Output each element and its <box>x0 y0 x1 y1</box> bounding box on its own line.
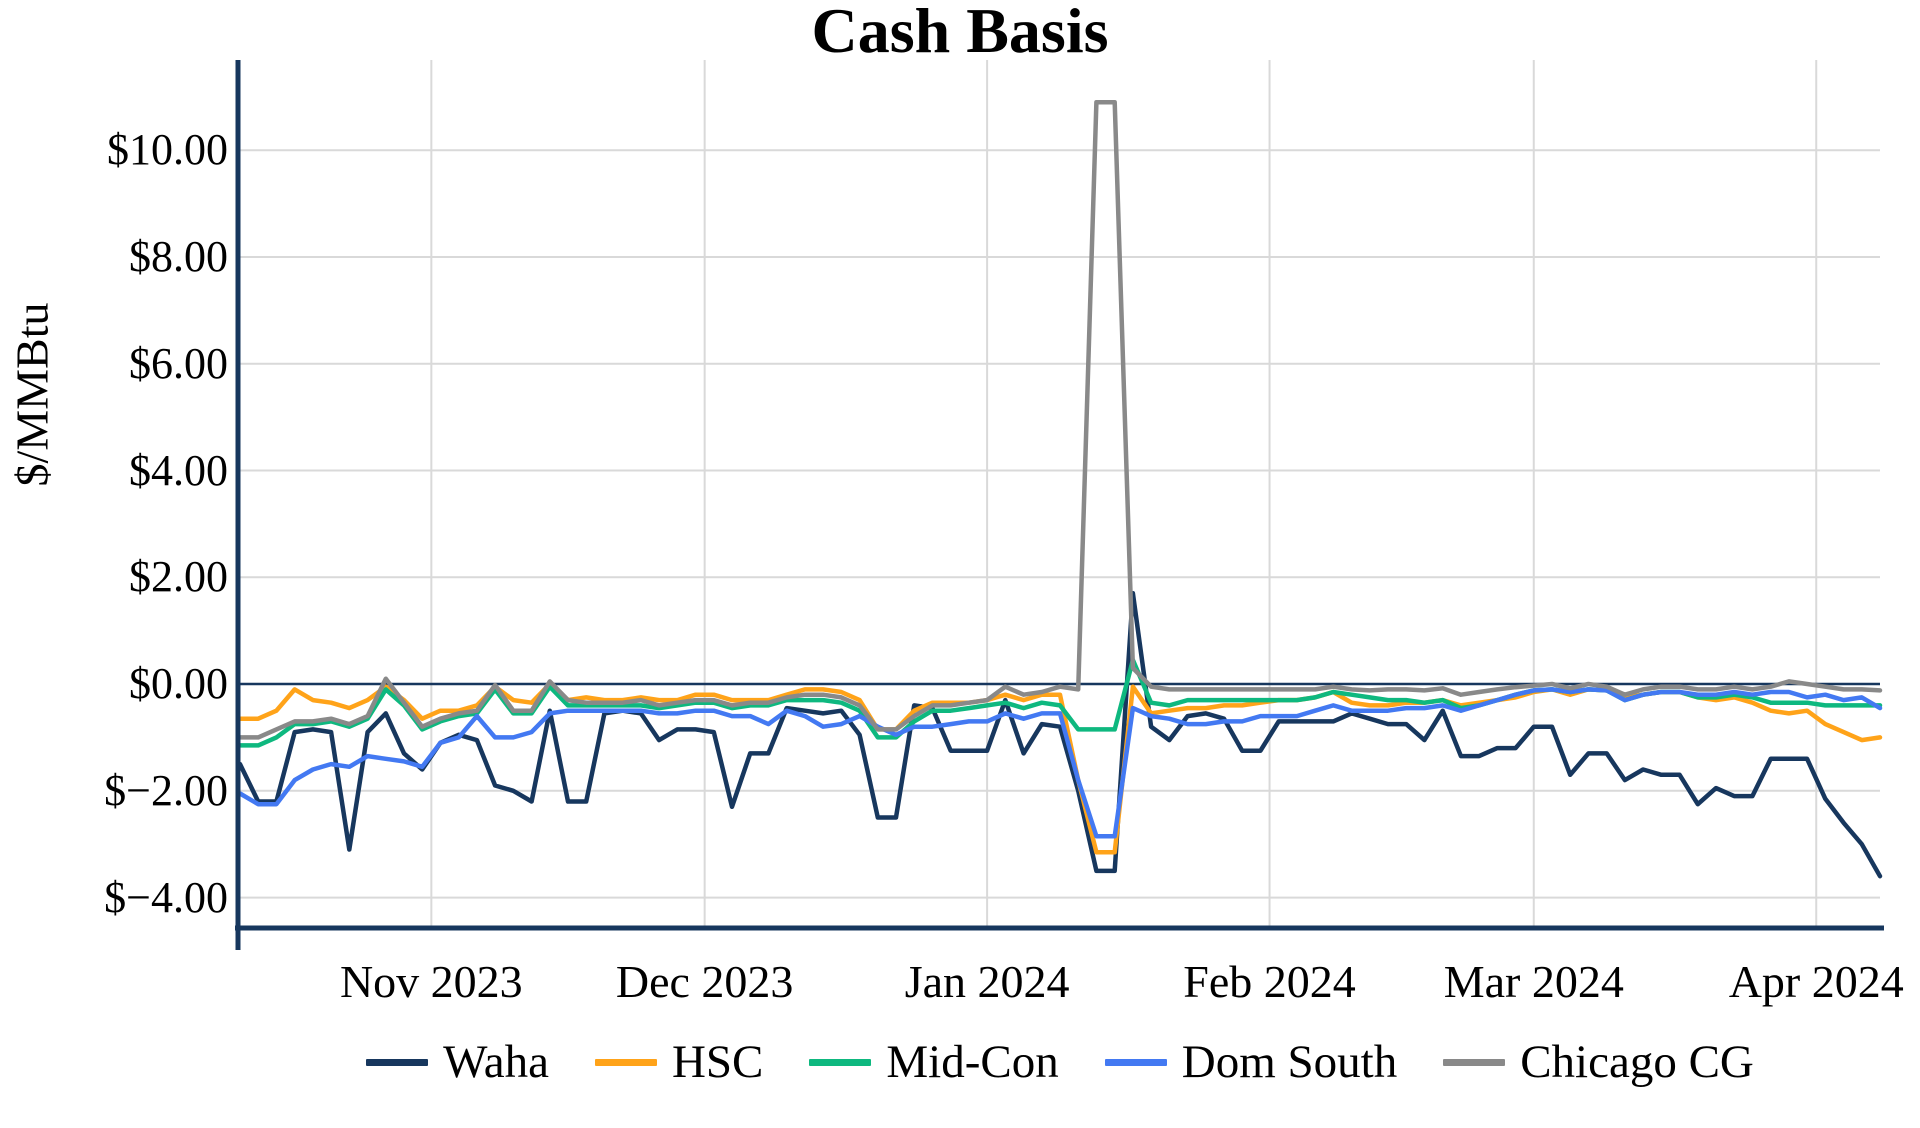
legend-label-waha: Waha <box>443 1036 549 1088</box>
x-tick-label: Dec 2023 <box>615 956 794 1007</box>
legend: Waha HSC Mid-Con Dom South Chicago CG <box>240 1032 1880 1092</box>
series-line-chicago-cg <box>237 99 1883 740</box>
y-tick-label: $4.00 <box>129 445 228 495</box>
legend-swatch-chicago-cg <box>1443 1058 1506 1066</box>
legend-item-hsc: HSC <box>594 1036 764 1088</box>
y-tick-label: $10.00 <box>107 125 228 175</box>
legend-label-hsc: HSC <box>671 1036 764 1088</box>
y-tick-label: $6.00 <box>129 338 228 388</box>
legend-swatch-dom-south <box>1104 1058 1167 1066</box>
legend-item-waha: Waha <box>366 1036 549 1088</box>
x-tick-label: Apr 2024 <box>1728 956 1904 1007</box>
legend-swatch-hsc <box>594 1058 657 1066</box>
x-tick-label: Jan 2024 <box>904 956 1070 1007</box>
legend-item-mid-con: Mid-Con <box>809 1036 1059 1088</box>
series-line-waha <box>237 591 1883 879</box>
legend-swatch-mid-con <box>809 1058 872 1066</box>
x-tick-label: Feb 2024 <box>1183 956 1356 1007</box>
legend-item-chicago-cg: Chicago CG <box>1443 1036 1754 1088</box>
chart-title: Cash Basis <box>811 0 1109 66</box>
legend-label-chicago-cg: Chicago CG <box>1520 1036 1754 1088</box>
legend-item-dom-south: Dom South <box>1104 1036 1398 1088</box>
y-tick-label: $0.00 <box>129 659 228 709</box>
x-tick-label: Mar 2024 <box>1443 956 1624 1007</box>
y-tick-label: $−4.00 <box>104 872 228 922</box>
legend-swatch-waha <box>366 1058 429 1066</box>
legend-label-mid-con: Mid-Con <box>886 1036 1059 1088</box>
y-tick-label: $2.00 <box>129 552 228 602</box>
series-line-dom-south <box>237 687 1883 839</box>
y-tick-label: $8.00 <box>129 231 228 281</box>
x-tick-label: Nov 2023 <box>339 956 523 1007</box>
y-tick-label: $−2.00 <box>104 765 228 815</box>
legend-label-dom-south: Dom South <box>1181 1036 1398 1088</box>
